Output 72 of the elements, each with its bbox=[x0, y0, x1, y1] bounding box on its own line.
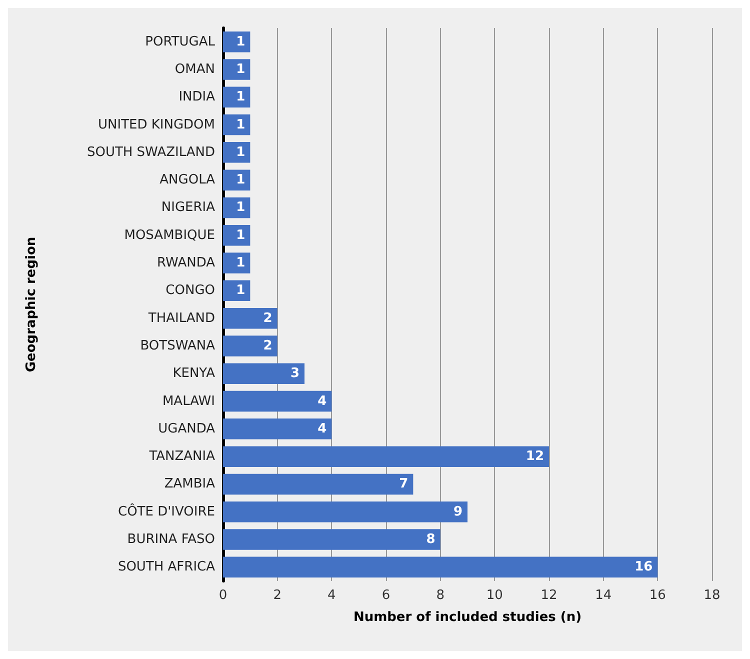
x-tick-label: 4 bbox=[328, 588, 336, 603]
data-label: 1 bbox=[236, 283, 246, 298]
data-label: 4 bbox=[318, 394, 327, 409]
y-tick-label: UGANDA bbox=[158, 421, 216, 436]
data-label: 1 bbox=[236, 117, 246, 132]
bar bbox=[223, 418, 332, 440]
data-label: 12 bbox=[526, 449, 544, 464]
data-label: 2 bbox=[263, 338, 272, 354]
data-label: 1 bbox=[236, 228, 246, 243]
y-tick-label: UNITED KINGDOM bbox=[98, 117, 215, 132]
y-tick-label: ZAMBIA bbox=[164, 476, 216, 492]
bar bbox=[223, 474, 414, 495]
y-tick-label: THAILAND bbox=[147, 310, 215, 326]
bar bbox=[223, 114, 250, 136]
y-tick-label: RWANDA bbox=[157, 256, 216, 271]
bar bbox=[223, 336, 278, 356]
data-label: 8 bbox=[426, 532, 436, 548]
data-label: 1 bbox=[236, 144, 246, 160]
data-label: 7 bbox=[399, 476, 408, 492]
bar bbox=[223, 390, 332, 412]
x-tick-label: 2 bbox=[273, 588, 282, 603]
y-tick-label: SOUTH SWAZILAND bbox=[86, 144, 215, 160]
y-tick-label: SOUTH AFRICA bbox=[118, 560, 216, 575]
y-tick-label: BURINA FASO bbox=[127, 532, 215, 548]
y-tick-label: INDIA bbox=[178, 90, 216, 105]
x-tick-label: 12 bbox=[540, 588, 558, 603]
x-tick-label: 14 bbox=[595, 588, 612, 603]
x-tick-label: 6 bbox=[382, 588, 390, 603]
data-label: 16 bbox=[634, 560, 653, 575]
y-tick-label: NIGERIA bbox=[161, 200, 216, 216]
bar bbox=[223, 86, 250, 108]
y-axis-title: Geographic region bbox=[24, 236, 39, 372]
y-tick-label: OMAN bbox=[174, 62, 215, 77]
bar bbox=[223, 197, 250, 218]
data-label: 2 bbox=[263, 310, 272, 326]
data-label: 3 bbox=[290, 366, 300, 382]
bar bbox=[223, 142, 250, 163]
y-tick-label: ANGOLA bbox=[160, 172, 216, 188]
bar bbox=[223, 225, 250, 246]
y-tick-label: PORTUGAL bbox=[145, 34, 216, 50]
data-label: 1 bbox=[236, 172, 246, 188]
data-label: 1 bbox=[236, 200, 246, 216]
data-label: 1 bbox=[236, 62, 246, 77]
y-tick-label: MALAWI bbox=[162, 394, 215, 409]
x-tick-label: 16 bbox=[649, 588, 666, 603]
data-label: 1 bbox=[236, 256, 246, 271]
bar bbox=[223, 363, 304, 384]
y-tick-label: CÔTE D'IVOIRE bbox=[118, 502, 215, 520]
bar bbox=[223, 502, 468, 522]
x-tick-label: 18 bbox=[704, 588, 720, 603]
data-label: 1 bbox=[236, 34, 246, 50]
bar bbox=[223, 556, 658, 578]
bar bbox=[223, 31, 250, 52]
y-tick-label: MOSAMBIQUE bbox=[124, 228, 215, 243]
x-tick-label: 10 bbox=[486, 588, 503, 603]
x-tick-label: 8 bbox=[436, 588, 444, 603]
bar bbox=[223, 446, 549, 467]
y-tick-label: TANZANIA bbox=[148, 449, 216, 464]
bar bbox=[223, 529, 440, 550]
bar bbox=[223, 252, 250, 274]
bar bbox=[223, 308, 278, 329]
bar bbox=[223, 280, 250, 302]
data-label: 9 bbox=[453, 504, 462, 520]
y-tick-label: BOTSWANA bbox=[140, 338, 216, 354]
y-tick-label: KENYA bbox=[172, 366, 216, 382]
x-tick-label: 0 bbox=[218, 588, 228, 603]
x-axis-title: Number of included studies (n) bbox=[353, 610, 582, 625]
y-tick-label: CONGO bbox=[166, 283, 215, 298]
bar bbox=[223, 170, 250, 190]
data-label: 4 bbox=[318, 421, 327, 436]
bar bbox=[223, 59, 250, 80]
data-label: 1 bbox=[236, 90, 246, 105]
